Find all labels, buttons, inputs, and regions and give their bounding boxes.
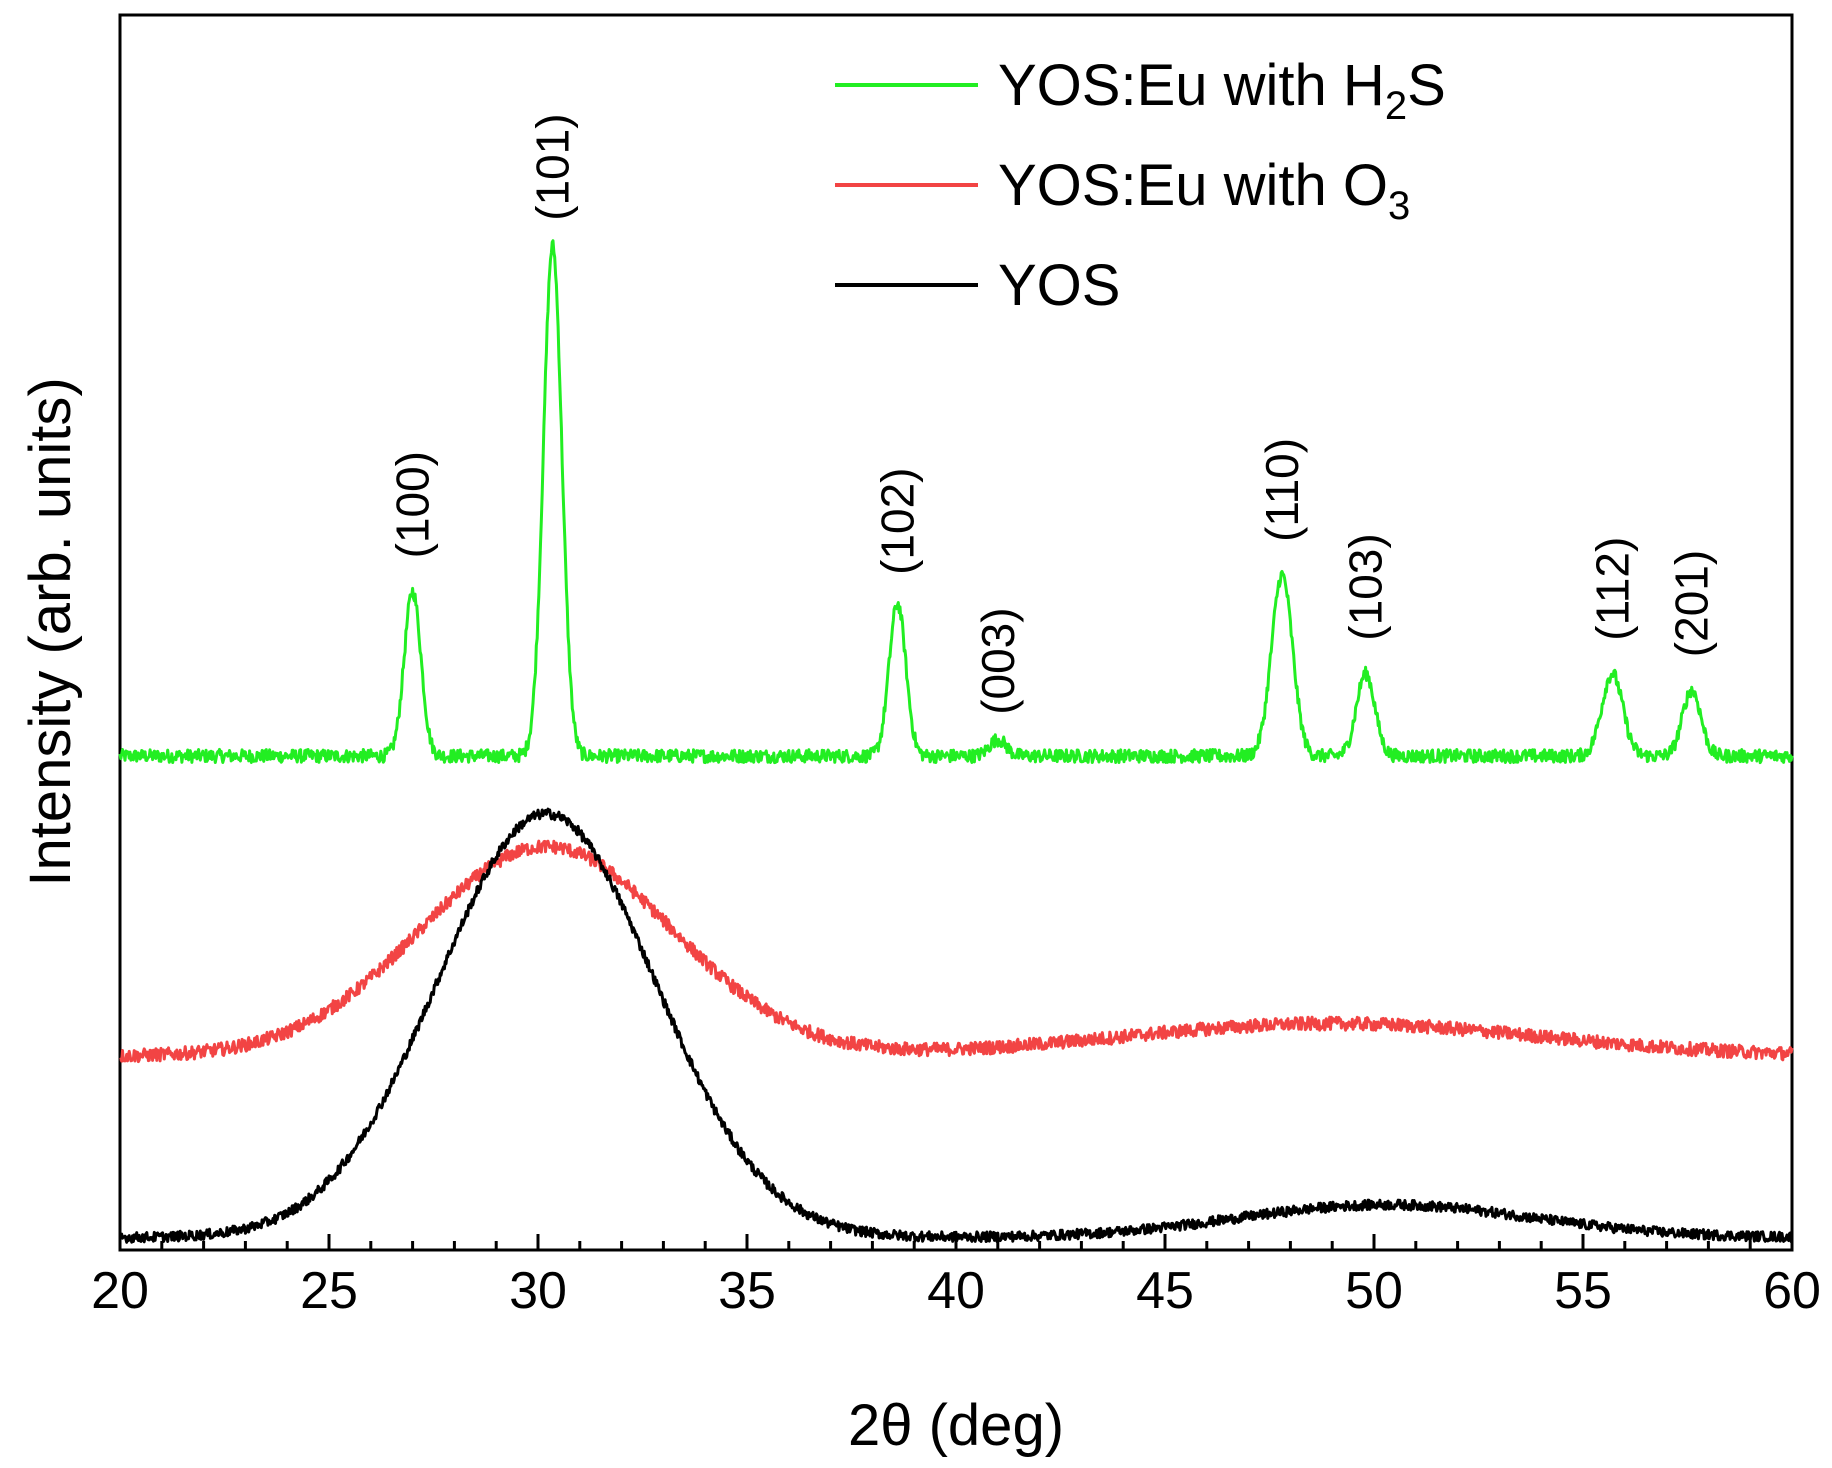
legend-label: YOS bbox=[998, 253, 1121, 318]
series-line-1 bbox=[119, 839, 1794, 1064]
x-axis-title: 2θ (deg) bbox=[848, 1393, 1064, 1458]
peak-label: (112) bbox=[1586, 537, 1638, 641]
x-tick-label: 55 bbox=[1554, 1262, 1612, 1320]
series-line-2 bbox=[118, 807, 1794, 1244]
peak-label: (101) bbox=[527, 113, 579, 220]
series-layer bbox=[118, 239, 1794, 1244]
y-axis-title: Intensity (arb. units) bbox=[18, 377, 83, 886]
legend-label: YOS:Eu with O3 bbox=[998, 153, 1410, 228]
peak-annotations: (100) (101) (102) (003) (110) (103) (112) (201) bbox=[387, 113, 1718, 714]
series-line-0 bbox=[118, 239, 1794, 765]
x-tick-label: 30 bbox=[509, 1262, 567, 1320]
peak-label: (100) bbox=[387, 451, 439, 558]
peak-label: (102) bbox=[872, 468, 924, 575]
legend-label: YOS:Eu with H2S bbox=[998, 53, 1446, 128]
plot-frame bbox=[118, 13, 1794, 1252]
peak-label: (003) bbox=[972, 607, 1024, 714]
x-tick-label: 25 bbox=[300, 1262, 358, 1320]
x-tick-label: 60 bbox=[1763, 1262, 1821, 1320]
peak-label: (103) bbox=[1340, 533, 1392, 640]
x-tick-label: 40 bbox=[927, 1262, 985, 1320]
peak-label: (201) bbox=[1666, 550, 1718, 657]
x-tick-label: 20 bbox=[91, 1262, 149, 1320]
peak-label: (110) bbox=[1256, 438, 1308, 542]
legend: YOS:Eu with H2S YOS:Eu with O3 YOS bbox=[835, 53, 1446, 318]
x-tick-label: 45 bbox=[1136, 1262, 1194, 1320]
x-tick-label: 35 bbox=[718, 1262, 776, 1320]
x-tick-label: 50 bbox=[1345, 1262, 1403, 1320]
x-axis-ticks: 20 25 30 35 40 45 50 55 60 bbox=[91, 1234, 1821, 1320]
